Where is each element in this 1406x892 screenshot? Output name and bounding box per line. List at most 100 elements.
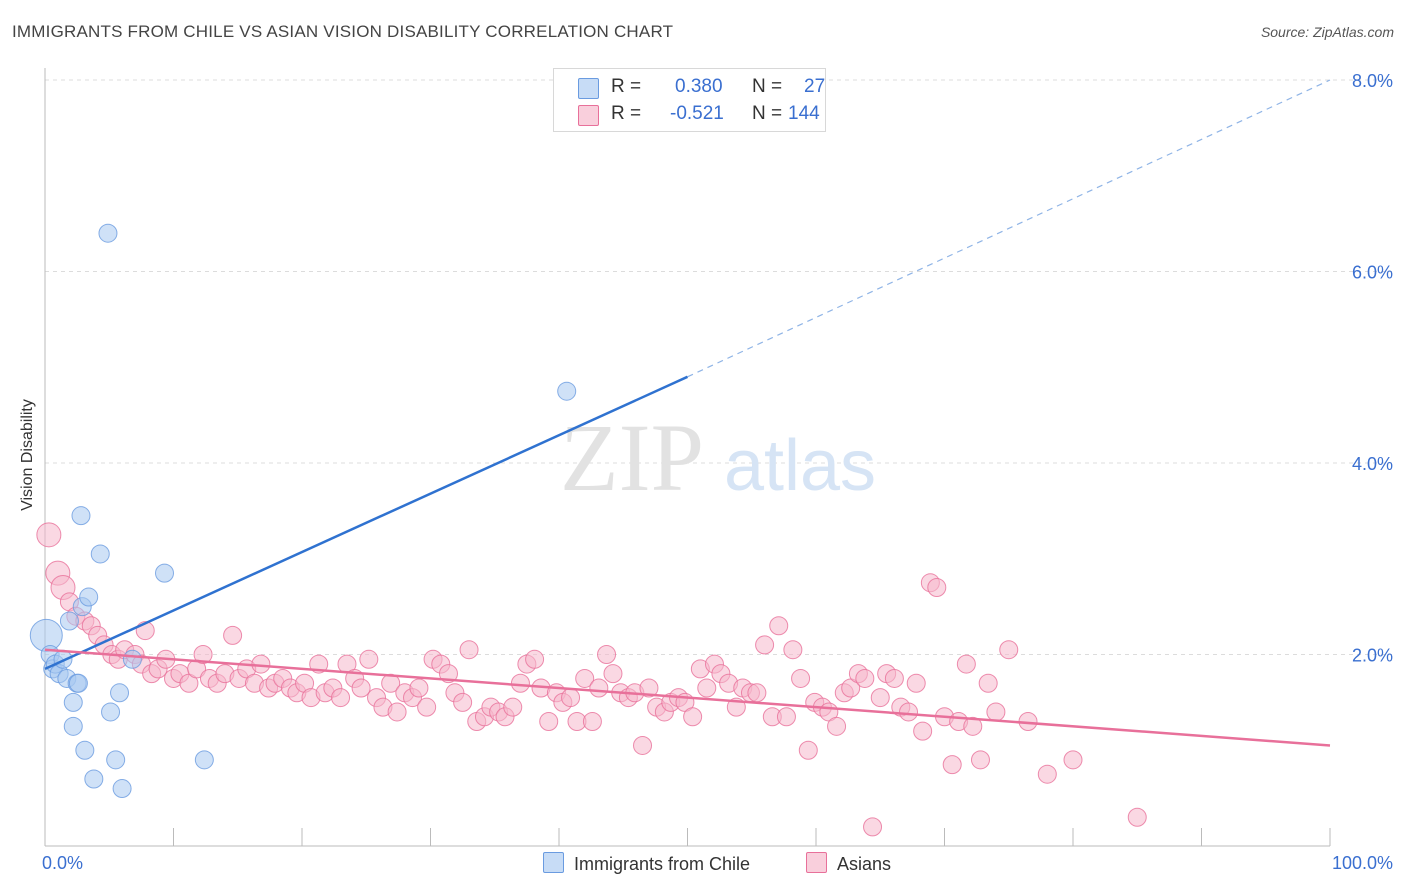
asians-point: [575, 668, 595, 688]
asians-point: [863, 817, 883, 837]
chile-point: [112, 779, 132, 799]
legend-n-label: N =: [752, 103, 783, 124]
chile-point: [194, 750, 214, 770]
chile-point: [122, 649, 142, 669]
watermark-atlas: atlas: [724, 426, 876, 506]
asians-point: [747, 683, 767, 703]
asians-point: [913, 721, 933, 741]
asians-point: [963, 716, 983, 736]
bottom-legend-asians: Asians: [806, 852, 891, 875]
asians-point: [776, 707, 796, 727]
asians-point: [769, 616, 789, 636]
asians-point: [870, 688, 890, 708]
legend-r-label: R =: [611, 103, 642, 124]
asians-point: [417, 697, 437, 717]
asians-point: [855, 668, 875, 688]
asians-point: [791, 668, 811, 688]
asians-point: [906, 673, 926, 693]
chile-point: [63, 716, 83, 736]
y-tick-label: 4.0%: [1352, 454, 1393, 474]
legend-r-label: R =: [611, 76, 642, 97]
asians-trend-line: [44, 648, 1331, 747]
asians-point: [597, 645, 617, 664]
chile-point: [557, 381, 577, 401]
asians-point: [223, 625, 243, 645]
asians-point: [582, 712, 602, 732]
asians-point: [561, 688, 581, 708]
source-label: Source: ZipAtlas.com: [1260, 24, 1394, 40]
asians-point: [1063, 750, 1083, 770]
asians-point: [251, 654, 271, 674]
asians-point: [1127, 807, 1147, 827]
chile-point: [68, 673, 88, 693]
tick-labels: 2.0% 4.0% 6.0% 8.0% 0.0% 100.0%: [42, 71, 1393, 873]
legend-n-value: 27: [804, 76, 826, 97]
y-axis-label: Vision Disability: [19, 399, 36, 511]
y-tick-label: 2.0%: [1352, 646, 1393, 666]
asians-point: [387, 702, 407, 722]
chile-point: [106, 750, 126, 770]
asians-point: [331, 688, 351, 708]
x-tick-label: 0.0%: [42, 853, 83, 873]
asians-point: [503, 697, 523, 717]
chile-point: [84, 769, 104, 789]
asians-point: [697, 678, 717, 698]
bottom-legend-label-chile: Immigrants from Chile: [574, 854, 751, 874]
watermark: ZIP atlas: [560, 404, 876, 511]
asians-point: [956, 654, 976, 674]
asians-point: [525, 649, 545, 669]
stats-legend: R = 0.380 N = 27 R = -0.521 N = 144: [553, 68, 826, 132]
asians-point: [783, 640, 803, 660]
bottom-legend-swatch-asians: [806, 852, 827, 873]
y-tick-label: 8.0%: [1352, 71, 1393, 91]
legend-swatch-asians: [578, 105, 599, 126]
chile-point: [59, 611, 79, 631]
asians-point: [755, 635, 775, 655]
x-tick-label: 100.0%: [1332, 853, 1393, 873]
asians-point: [999, 640, 1019, 660]
bottom-legend-swatch-chile: [543, 852, 564, 873]
asians-points: [36, 522, 1147, 837]
legend-r-value: 0.380: [675, 76, 723, 97]
chart-title: IMMIGRANTS FROM CHILE VS ASIAN VISION DI…: [12, 22, 674, 41]
asians-point: [36, 522, 62, 548]
asians-point: [359, 649, 379, 669]
asians-point: [453, 692, 473, 712]
chile-trend-extension: [687, 79, 1331, 378]
asians-point: [683, 707, 703, 727]
asians-point: [798, 740, 818, 760]
asians-point: [827, 716, 847, 736]
asians-point: [589, 678, 609, 698]
asians-point: [459, 640, 479, 660]
asians-point: [539, 712, 559, 732]
asians-point: [942, 755, 962, 775]
bottom-legend-label-asians: Asians: [837, 854, 892, 874]
chile-point: [110, 683, 130, 703]
chile-point: [155, 563, 175, 583]
legend-r-value: -0.521: [670, 103, 724, 124]
legend-n-label: N =: [752, 76, 783, 97]
watermark-zip: ZIP: [560, 404, 704, 511]
legend-swatch-chile: [578, 78, 599, 99]
asians-point: [603, 664, 623, 684]
chile-trend-line: [44, 375, 689, 671]
chile-point: [53, 649, 73, 669]
asians-point: [927, 577, 947, 597]
asians-point: [510, 673, 530, 693]
chile-point: [79, 587, 99, 607]
gridlines: [45, 79, 1392, 655]
asians-point: [409, 678, 429, 698]
chile-point: [71, 506, 91, 526]
chile-point: [90, 544, 110, 564]
asians-point: [639, 678, 659, 698]
chile-point: [98, 223, 118, 243]
asians-point: [978, 673, 998, 693]
chile-point: [63, 692, 83, 712]
chile-point: [101, 702, 121, 722]
asians-point: [438, 664, 458, 684]
asians-point: [986, 702, 1006, 722]
asians-point: [193, 645, 213, 664]
asians-point: [1037, 764, 1057, 784]
legend-n-value: 144: [788, 103, 820, 124]
